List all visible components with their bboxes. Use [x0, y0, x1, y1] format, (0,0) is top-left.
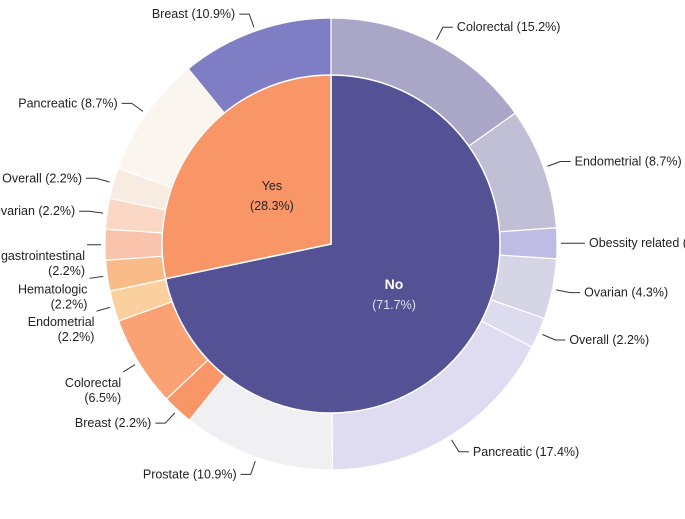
- outer-slice-yes-breast-leader: [155, 412, 176, 424]
- outer-slice-no-breast-label: Breast (10.9%): [152, 7, 235, 21]
- inner-slice-no-label: No: [385, 276, 404, 292]
- outer-slice-no-colorectal-label: Colorectal (15.2%): [457, 20, 561, 34]
- outer-slice-yes-pancreatic-leader: [121, 102, 144, 112]
- outer-labels: Colorectal (15.2%) Endometrial (8.7%) Obes…: [0, 7, 685, 481]
- outer-slice-no-breast-leader: [239, 13, 255, 28]
- outer-slice-yes-pancreatic-label: Pancreatic (8.7%): [18, 96, 117, 110]
- inner-slice-no-pct: (71.7%): [372, 298, 416, 312]
- outer-slice-yes-ovarian-leader: [79, 210, 104, 214]
- inner-slice-no: [164, 74, 501, 414]
- outer-slice-no-prostate-leader: [240, 461, 256, 475]
- outer-slice-yes-colorectal-label: Colorectal (6.5%): [65, 376, 121, 405]
- leader-lines: [79, 13, 585, 475]
- outer-ring: [104, 17, 558, 471]
- outer-slice-yes-other-gastrointestinal: [104, 228, 164, 261]
- outer-slice-no-endometrial-leader: [547, 161, 571, 167]
- outer-slice-no-overall-label: Overall (2.2%): [569, 333, 649, 347]
- outer-slice-yes-endometrial-leader: [96, 306, 111, 312]
- outer-slice-no-ovarian-label: Ovarian (4.3%): [584, 286, 668, 300]
- outer-slice-no-obessity-related-label: Obessity related (2.2%): [589, 236, 685, 250]
- inner-labels: No (71.7%) Yes (28.3%): [250, 179, 416, 312]
- outer-slice-no-colorectal-leader: [436, 26, 453, 40]
- outer-slice-yes-endometrial-label: Endometrial (2.2%): [28, 315, 95, 344]
- inner-slice-yes-label: Yes: [262, 179, 282, 193]
- outer-slice-yes-colorectal-leader: [122, 364, 136, 373]
- inner-pie: [161, 74, 501, 414]
- outer-slice-no-overall-leader: [542, 334, 566, 341]
- outer-slice-yes-hematologic-leader: [89, 275, 104, 279]
- outer-slice-yes-other-gastrointestinal-label: Other gastrointestinal(2.2%): [0, 249, 85, 278]
- outer-slice-yes-hematologic-label: Hematologic (2.2%): [18, 282, 87, 311]
- outer-slice-no-ovarian-leader: [556, 289, 581, 294]
- outer-slice-no-obessity-related: [498, 227, 558, 260]
- outer-slice-yes-ovarian-label: Ovarian (2.2%): [0, 204, 75, 218]
- outer-slice-no-prostate-label: Prostate (10.9%): [143, 467, 237, 481]
- outer-slice-no-endometrial-label: Endometrial (8.7%): [575, 155, 682, 169]
- outer-slice-yes-overall-label: Overall (2.2%): [2, 171, 82, 185]
- outer-slice-no-pancreatic-leader: [451, 439, 469, 453]
- outer-slice-yes-overall-leader: [86, 177, 110, 183]
- outer-slice-no-pancreatic-label: Pancreatic (17.4%): [473, 445, 579, 459]
- inner-slice-yes: [161, 74, 332, 280]
- outer-slice-yes-breast-label: Breast (2.2%): [75, 416, 151, 430]
- inner-slice-yes-pct: (28.3%): [250, 199, 294, 213]
